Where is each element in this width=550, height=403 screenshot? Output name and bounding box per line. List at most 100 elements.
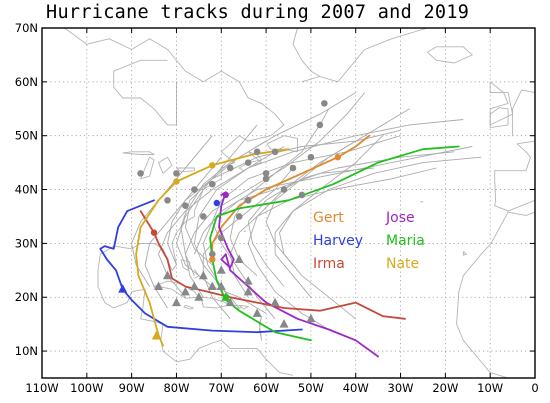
genesis-dot [307, 153, 315, 161]
background-track [265, 129, 401, 266]
genesis-dot [173, 170, 180, 177]
lon-tick-label: 30W [388, 381, 414, 395]
landfall-triangle [216, 281, 226, 290]
legend-entry-irma: Irma [313, 256, 345, 272]
coastline [183, 304, 194, 310]
background-track [184, 140, 267, 266]
landfall-triangle [252, 308, 262, 317]
lon-tick-label: 20W [432, 381, 458, 395]
background-track [279, 135, 383, 320]
track-dot-jose [222, 191, 229, 199]
landfall-triangle [243, 286, 253, 296]
lon-tick-label: 0 [531, 381, 538, 395]
coastline [244, 230, 246, 232]
lat-tick-label: 20N [15, 290, 38, 304]
legend-entry-jose: Jose [385, 210, 415, 226]
landfall-triangle [279, 319, 289, 328]
track-dot-nate [209, 162, 216, 169]
background-track [158, 146, 285, 298]
genesis-dot [209, 180, 216, 188]
highlighted-tracks-layer [99, 134, 460, 358]
coastline [494, 140, 535, 212]
coastline [456, 211, 535, 378]
track-harvey [99, 199, 303, 334]
lon-tick-label: 100W [70, 381, 103, 395]
coastline [420, 200, 424, 203]
background-track [167, 140, 356, 266]
genesis-dot [244, 197, 252, 204]
coastline [189, 339, 294, 376]
background-track [184, 92, 366, 298]
legend-entry-nate: Nate [386, 256, 419, 272]
lon-tick-label: 60W [253, 381, 279, 395]
landfall-triangle [189, 281, 199, 290]
background-track [131, 135, 213, 287]
landfall-triangle [234, 254, 244, 264]
coastline [158, 156, 173, 174]
track-dot-gert [334, 154, 341, 161]
lat-tick-label: 60N [15, 75, 38, 89]
coastline [266, 135, 298, 153]
landfall-triangle [194, 292, 204, 301]
legend-entry-harvey: Harvey [313, 233, 363, 249]
track-gert [211, 134, 371, 261]
legend-entry-maria: Maria [386, 233, 425, 249]
background-track [144, 156, 222, 309]
lat-tick-label: 10N [15, 344, 38, 358]
landfall-triangle [207, 281, 217, 290]
lon-tick-label: 40W [343, 381, 369, 395]
markers-layer [118, 100, 341, 340]
track-dot-irma [150, 229, 158, 236]
background-track [193, 146, 473, 255]
genesis-dot [209, 250, 216, 258]
track-jose [218, 191, 380, 358]
lon-tick-label: 90W [119, 381, 145, 395]
track-maria [209, 145, 460, 342]
landfall-triangle [270, 297, 280, 307]
track-triangle-nate [151, 331, 161, 340]
legend-entry-gert: Gert [313, 210, 344, 226]
genesis-dot [289, 164, 297, 172]
coastline [176, 167, 195, 173]
track-dot-gert [209, 256, 216, 263]
lon-tick-label: 70W [208, 381, 234, 395]
grid-layer [42, 28, 535, 378]
track-dot-nate [173, 178, 180, 185]
coastline [113, 59, 177, 126]
plot-frame [41, 27, 536, 379]
coastline-layer [64, 28, 535, 378]
landfall-triangle [154, 281, 164, 290]
genesis-dot [298, 191, 306, 199]
lat-tick-label: 30N [15, 236, 38, 250]
genesis-dot [200, 213, 207, 220]
lat-tick-label: 40N [15, 183, 38, 197]
lon-tick-label: 80W [163, 381, 189, 395]
landfall-triangle [306, 313, 316, 323]
genesis-dot [271, 148, 279, 156]
genesis-dot [182, 202, 189, 209]
lon-tick-label: 50W [298, 381, 324, 395]
genesis-dot [262, 175, 270, 183]
track-triangle-harvey [118, 284, 128, 293]
lat-tick-label: 50N [15, 129, 38, 143]
track-triangle-maria [221, 292, 231, 301]
genesis-dot [191, 186, 198, 193]
map-title: Hurricane tracks during 2007 and 2019 [46, 2, 470, 23]
coastline [140, 156, 155, 180]
landfall-triangle [171, 297, 181, 307]
genesis-dot [244, 159, 252, 166]
coastline [238, 304, 249, 310]
genesis-dot [226, 164, 234, 172]
track-irma [139, 210, 406, 320]
lat-tick-label: 70N [15, 21, 38, 35]
lon-tick-label: 110W [25, 381, 58, 395]
landfall-triangle [216, 265, 226, 274]
coastline [122, 151, 155, 155]
genesis-dot [280, 186, 288, 193]
coastline [292, 28, 321, 77]
landfall-triangle [162, 270, 172, 280]
coastline [512, 89, 535, 136]
genesis-dot [316, 121, 324, 129]
genesis-dot [137, 170, 144, 177]
background-track [229, 167, 437, 298]
